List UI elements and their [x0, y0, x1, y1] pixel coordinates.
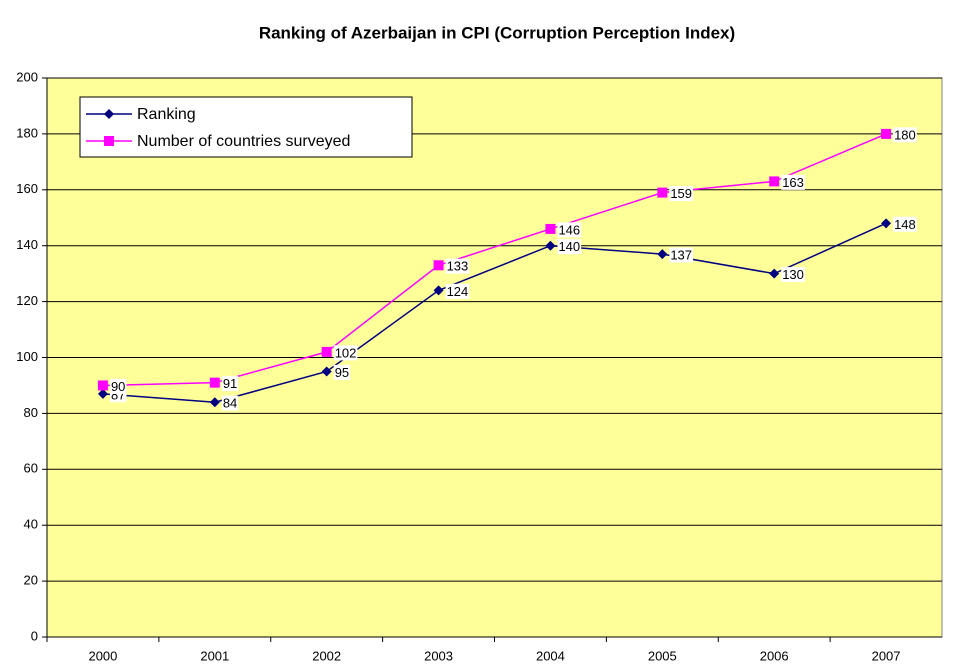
y-tick-label: 180 — [16, 125, 38, 140]
y-tick-label: 100 — [16, 349, 38, 364]
marker — [769, 176, 780, 187]
data-label-group: 90 — [109, 378, 127, 394]
data-label-group: 163 — [781, 174, 805, 190]
y-tick-label: 140 — [16, 237, 38, 252]
y-tick-label: 200 — [16, 69, 38, 84]
data-label-bg — [221, 395, 239, 411]
y-tick-label: 40 — [24, 517, 38, 532]
marker — [545, 240, 556, 251]
data-label-bg — [781, 174, 805, 190]
data-label-bg — [333, 345, 358, 361]
data-label-group: 146 — [557, 222, 582, 238]
data-label: 159 — [670, 186, 692, 201]
data-label-bg — [445, 258, 470, 274]
marker — [657, 249, 668, 260]
data-label-group: 95 — [333, 364, 351, 380]
data-label-bg — [669, 247, 694, 263]
marker — [97, 388, 108, 399]
x-tick-label: 2002 — [312, 648, 341, 663]
x-tick-label: 2003 — [424, 648, 453, 663]
data-label-group: 124 — [445, 283, 470, 299]
marker — [545, 223, 556, 234]
data-label-bg — [893, 216, 917, 232]
data-label: 180 — [894, 127, 916, 142]
y-tick-label: 80 — [24, 405, 38, 420]
data-label-bg — [557, 239, 582, 255]
chart-title: Ranking of Azerbaijan in CPI (Corruption… — [259, 23, 735, 42]
x-tick-label: 2006 — [760, 648, 789, 663]
marker — [321, 366, 332, 377]
data-label-group: 180 — [893, 127, 917, 143]
data-label-bg — [893, 127, 917, 143]
data-label: 137 — [670, 248, 692, 263]
data-label-group: 148 — [893, 216, 917, 232]
data-label: 130 — [782, 267, 804, 282]
data-label: 133 — [447, 259, 469, 274]
data-label-bg — [781, 267, 805, 283]
marker — [881, 218, 892, 229]
x-tick-label: 2004 — [536, 648, 565, 663]
data-label-group: 137 — [669, 247, 694, 263]
x-tick-label: 2000 — [88, 648, 117, 663]
data-label: 124 — [447, 284, 469, 299]
data-label-bg — [221, 376, 239, 392]
y-tick-label: 60 — [24, 461, 38, 476]
x-tick-label: 2005 — [648, 648, 677, 663]
marker — [657, 187, 668, 198]
y-tick-label: 20 — [24, 573, 38, 588]
data-label: 146 — [558, 222, 580, 237]
data-label-group: 102 — [333, 345, 358, 361]
data-label: 95 — [335, 365, 349, 380]
data-label: 140 — [558, 239, 580, 254]
marker — [104, 109, 114, 119]
data-label-group: 140 — [557, 239, 582, 255]
marker — [209, 377, 220, 388]
data-label-bg — [333, 364, 351, 380]
x-tick-label: 2007 — [872, 648, 901, 663]
legend-label: Number of countries surveyed — [137, 133, 350, 150]
y-tick-label: 0 — [31, 628, 38, 643]
legend — [79, 96, 413, 158]
marker — [433, 260, 444, 271]
data-label: 148 — [894, 217, 916, 232]
legend-label: Ranking — [137, 106, 196, 123]
data-label: 102 — [335, 345, 357, 360]
data-label-bg — [109, 378, 127, 394]
data-label-group: 133 — [445, 258, 470, 274]
marker — [433, 285, 444, 296]
marker — [104, 136, 114, 146]
marker — [209, 397, 220, 408]
data-label-bg — [445, 283, 470, 299]
marker — [97, 380, 108, 391]
data-label-group: 84 — [221, 395, 239, 411]
data-label-group: 130 — [781, 267, 805, 283]
data-label: 84 — [223, 396, 237, 411]
data-label-bg — [557, 222, 582, 238]
marker — [881, 128, 892, 139]
data-label-group: 159 — [669, 186, 694, 202]
data-label-bg — [669, 186, 694, 202]
marker — [321, 346, 332, 357]
data-label: 91 — [223, 376, 237, 391]
x-tick-label: 2001 — [200, 648, 229, 663]
y-tick-label: 120 — [16, 293, 38, 308]
data-label: 90 — [111, 379, 125, 394]
marker — [769, 268, 780, 279]
data-label-group: 91 — [221, 376, 239, 392]
data-label: 163 — [782, 175, 804, 190]
y-tick-label: 160 — [16, 181, 38, 196]
